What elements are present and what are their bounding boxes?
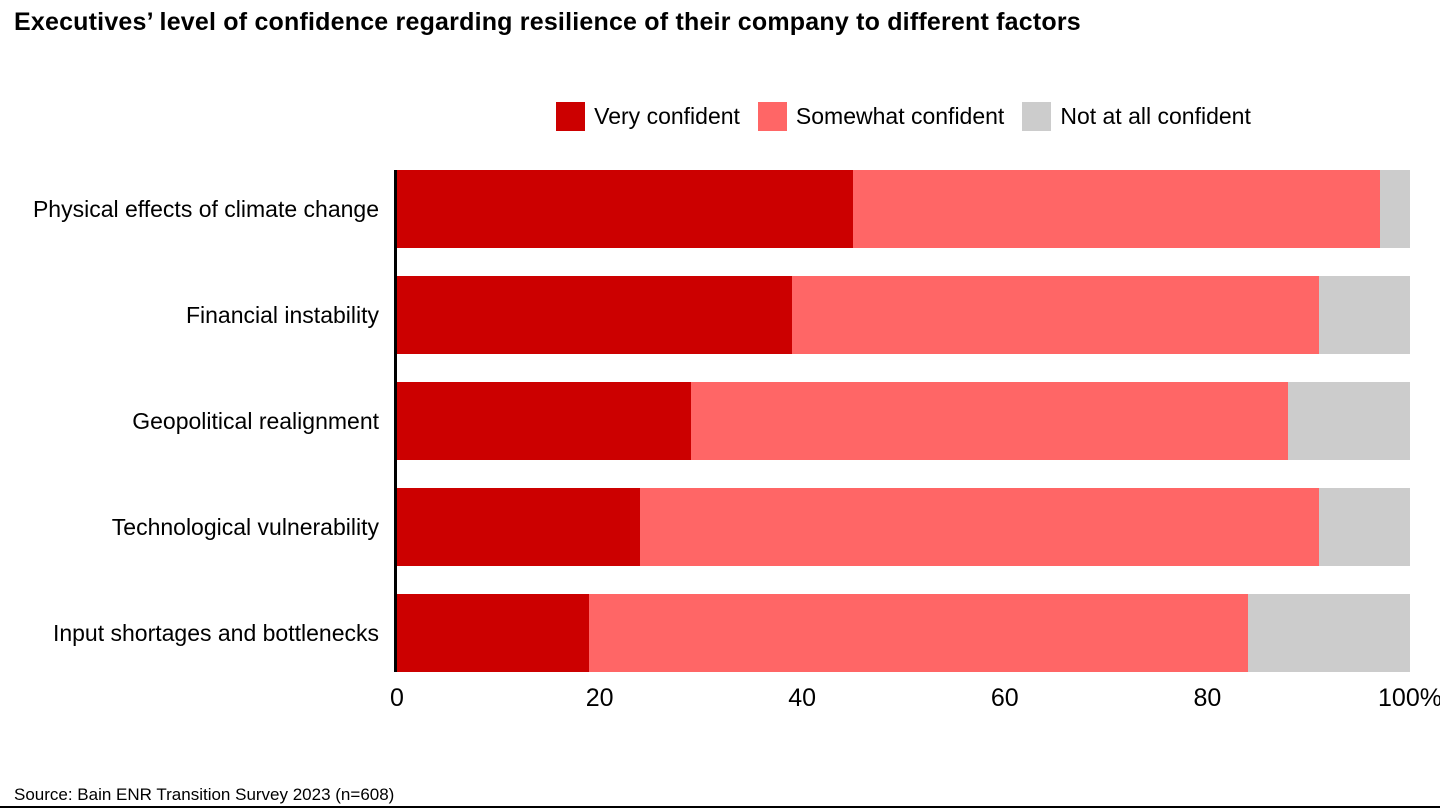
legend-label: Not at all confident [1060,102,1251,129]
category-label: Technological vulnerability [111,513,379,540]
y-axis-line [394,170,397,672]
legend-item: Very confident [556,101,740,131]
category-label: Input shortages and bottlenecks [52,619,379,646]
x-axis: 0 20 40 60 80 100% [390,684,1440,716]
bar-track [397,488,1410,566]
source-note: Source: Bain ENR Transition Survey 2023 … [14,785,395,804]
bar-segment [1318,276,1410,354]
legend-swatch [556,101,586,131]
legend-swatch [757,101,787,131]
x-tick-label: 80 [1193,684,1222,712]
bar-track [397,594,1410,672]
bar-row: Input shortages and bottlenecks [0,594,1410,672]
bar-segment [1247,594,1410,672]
bar-track [397,276,1410,354]
bottom-divider [0,806,1440,808]
bar-segment [397,594,590,672]
bar-segment [852,170,1380,248]
bar-segment [690,382,1289,460]
category-label: Geopolitical realignment [132,407,379,434]
bar-segment [1379,170,1410,248]
bar-row: Technological vulnerability [0,488,1410,566]
bar-rows: Physical effects of climate change Financ… [0,170,1410,672]
x-tick-label: 100% [1378,684,1440,712]
legend-swatch [1022,101,1052,131]
legend-item: Not at all confident [1022,101,1251,131]
legend-item: Somewhat confident [757,101,1005,131]
bar-segment [397,170,853,248]
legend-label: Somewhat confident [795,102,1005,129]
bar-segment [792,276,1319,354]
x-tick-label: 60 [990,684,1019,712]
legend-label: Very confident [594,102,740,129]
bar-segment [1288,382,1410,460]
bar-segment [397,382,691,460]
bar-row: Geopolitical realignment [0,382,1410,460]
bar-row: Physical effects of climate change [0,170,1410,248]
bar-segment [589,594,1248,672]
bar-segment [397,276,793,354]
bar-row: Financial instability [0,276,1410,354]
bar-segment [640,488,1319,566]
x-tick-label: 20 [585,684,614,712]
category-label: Physical effects of climate change [32,195,379,222]
bar-segment [1318,488,1410,566]
x-tick-label: 40 [788,684,817,712]
bar-segment [397,488,641,566]
legend: Very confident Somewhat confident Not at a… [397,99,1410,133]
x-tick-label: 0 [390,684,404,712]
page-title: Executives’ level of confidence regardin… [14,8,1081,36]
bar-track [397,170,1410,248]
category-label: Financial instability [185,301,379,328]
bar-track [397,382,1410,460]
